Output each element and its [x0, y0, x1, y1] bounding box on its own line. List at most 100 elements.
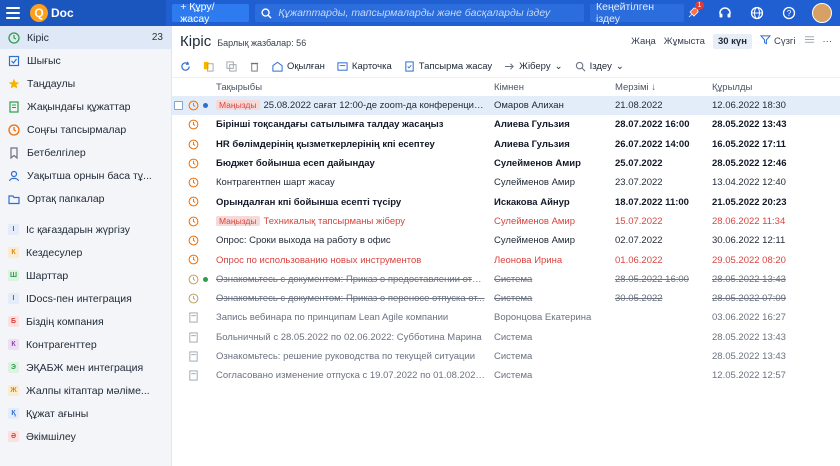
- sidebar-section-item[interactable]: К Контрагенттер: [0, 333, 171, 356]
- table-row[interactable]: Маңызды Техникалық тапсырманы жіберу Сулей…: [172, 212, 840, 231]
- sidebar-item-outbox[interactable]: Шығыс: [0, 49, 171, 72]
- menu-icon[interactable]: [6, 0, 22, 26]
- row-created: 28.05.2022 12:46: [712, 158, 787, 170]
- table-row[interactable]: Больничный с 28.05.2022 по 02.06.2022: С…: [172, 328, 840, 347]
- sidebar-item-inbox[interactable]: Кіріс 23: [0, 26, 171, 49]
- send-button[interactable]: Жіберу ⌄: [504, 61, 563, 72]
- filter-30-days[interactable]: 30 күн: [712, 33, 752, 49]
- create-task-button[interactable]: Тапсырма жасау: [404, 61, 492, 72]
- column-created[interactable]: Құрылды: [712, 81, 753, 93]
- sidebar-item-shared-folders[interactable]: Ортақ папкалар: [0, 187, 171, 210]
- mark-read-button[interactable]: Оқылған: [272, 61, 325, 72]
- avatar[interactable]: [812, 3, 832, 23]
- row-from: Сулейменов Амир: [494, 158, 581, 170]
- sidebar-item-bookmarks[interactable]: Бетбелгілер: [0, 141, 171, 164]
- clock-icon: [188, 177, 199, 188]
- table-row[interactable]: Орындалған кпі бойынша есепті түсіру Иска…: [172, 192, 840, 211]
- row-created: 21.05.2022 20:23: [712, 196, 787, 208]
- app-logo[interactable]: Q Doc: [30, 4, 74, 22]
- sidebar-section-item[interactable]: І Іс қағаздарын жүргізу: [0, 218, 171, 241]
- filter-new[interactable]: Жаңа: [631, 35, 656, 47]
- table-row[interactable]: Бірінші тоқсандағы сатылымға талдау жаса…: [172, 115, 840, 134]
- table-row[interactable]: Опрос: Сроки выхода на работу в офис Суле…: [172, 231, 840, 250]
- sidebar-section-item[interactable]: Э ЭҚАБЖ мен интеграция: [0, 356, 171, 379]
- row-created: 03.06.2022 16:27: [712, 312, 786, 324]
- sidebar-section-label: Контрагенттер: [26, 338, 97, 351]
- row-due: 26.07.2022 14:00: [615, 138, 690, 150]
- column-due[interactable]: Мерзімі ↓: [615, 81, 656, 93]
- logo-text: Doc: [51, 6, 74, 20]
- table-row[interactable]: Маңызды 25.08.2022 сағат 12:00-де zoom-да…: [172, 96, 840, 116]
- sidebar-section-item[interactable]: Ш Шарттар: [0, 264, 171, 287]
- delete-button[interactable]: [249, 61, 260, 72]
- rocket-icon[interactable]: 1: [684, 1, 704, 22]
- sidebar-item-substitute[interactable]: Уақытша орнын баса тұ...: [0, 164, 171, 187]
- duplicate-button[interactable]: [226, 61, 237, 72]
- refresh-button[interactable]: [180, 61, 191, 72]
- table-row[interactable]: Контрагентпен шарт жасау Сулейменов Амир 2…: [172, 173, 840, 192]
- sidebar-section-label: Әкімшілеу: [26, 430, 76, 443]
- copy-icon: [203, 61, 214, 72]
- row-subject: Опрос: Сроки выхода на работу в офис: [216, 235, 486, 246]
- table-row[interactable]: Бюджет бойынша есеп дайындау Сулейменов А…: [172, 154, 840, 173]
- table-row[interactable]: Согласовано изменение отпуска с 19.07.20…: [172, 366, 840, 385]
- sidebar-section-item[interactable]: I IDocs-пен интеграция: [0, 287, 171, 310]
- globe-icon[interactable]: [748, 4, 766, 22]
- search-button[interactable]: Іздеу ⌄: [575, 61, 624, 72]
- sidebar-item-favorites[interactable]: Таңдаулы: [0, 72, 171, 95]
- substitute-icon: [8, 170, 20, 182]
- row-subject-text: Опрос по использованию новых инструменто…: [216, 254, 422, 266]
- sidebar-item-recent-tasks[interactable]: Соңғы тапсырмалар: [0, 118, 171, 141]
- row-subject-text: Ознакомьтесь: решение руководства по тек…: [216, 351, 476, 362]
- table-row[interactable]: Ознакомьтесь с документом: Приказ о пере…: [172, 289, 840, 308]
- card-button[interactable]: Карточка: [337, 61, 392, 72]
- filter-in-work[interactable]: Жұмыста: [663, 35, 705, 47]
- clock-icon: [188, 254, 199, 265]
- row-subject: Бюджет бойынша есеп дайындау: [216, 158, 486, 169]
- sidebar-section-item[interactable]: Ж Жалпы кітаптар мәліме...: [0, 379, 171, 402]
- create-button[interactable]: + Құру/жасау: [172, 1, 250, 25]
- clock-icon: [188, 100, 199, 111]
- row-subject-text: 25.08.2022 сағат 12:00-де zoom-да конфер…: [263, 100, 487, 112]
- table-row[interactable]: Запись вебинара по принципам Lean Agile …: [172, 308, 840, 327]
- clock-icon: [188, 158, 199, 169]
- sidebar-item-recent-docs[interactable]: Жақындағы құжаттар: [0, 95, 171, 118]
- document-icon: [188, 351, 199, 362]
- row-created: 28.06.2022 11:34: [712, 215, 786, 227]
- table-row[interactable]: Ознакомьтесь: решение руководства по тек…: [172, 347, 840, 366]
- row-subject-text: HR бөлімдерінің қызметкерлерінің кпі есе…: [216, 138, 435, 150]
- copy-button[interactable]: [203, 61, 214, 72]
- sidebar-divider: [0, 210, 171, 218]
- table-row[interactable]: Опрос по использованию новых инструменто…: [172, 250, 840, 269]
- section-badge-icon: Э: [8, 362, 19, 373]
- table-row[interactable]: HR бөлімдерінің қызметкерлерінің кпі есе…: [172, 135, 840, 154]
- sidebar-section-item[interactable]: Қ Құжат ағыны: [0, 402, 171, 425]
- row-from: Воронцова Екатерина: [494, 312, 592, 324]
- row-checkbox[interactable]: [174, 101, 183, 111]
- settings-icon[interactable]: [804, 34, 815, 48]
- row-from: Алиева Гульзия: [494, 119, 570, 131]
- row-created: 29.05.2022 08:20: [712, 254, 786, 266]
- column-subject[interactable]: Тақырыбы: [216, 81, 263, 93]
- row-due: 01.06.2022: [615, 254, 663, 266]
- headset-icon[interactable]: [716, 4, 734, 22]
- sidebar-section-item[interactable]: Ә Әкімшілеу: [0, 425, 171, 448]
- column-from[interactable]: Кімнен: [494, 81, 524, 93]
- create-task-label: Тапсырма жасау: [418, 61, 493, 72]
- filter-label: Сүзгі: [773, 35, 796, 47]
- sidebar-section-item[interactable]: Б Біздің компания: [0, 310, 171, 333]
- row-subject-text: Запись вебинара по принципам Lean Agile …: [216, 312, 449, 324]
- help-icon[interactable]: ?: [780, 4, 798, 22]
- sidebar-section-item[interactable]: К Кездесулер: [0, 241, 171, 264]
- send-icon: [504, 61, 515, 72]
- row-from: Искакова Айнур: [494, 196, 570, 208]
- search-input[interactable]: Құжаттарды, тапсырмаларды және басқалард…: [255, 4, 585, 22]
- sidebar-section-label: Іс қағаздарын жүргізу: [26, 223, 130, 236]
- filter-button[interactable]: Сүзгі: [759, 34, 796, 48]
- table-row[interactable]: Ознакомьтесь с документом: Приказ о пред…: [172, 270, 840, 289]
- clock-icon: [188, 196, 199, 207]
- row-due: 21.08.2022: [615, 100, 663, 112]
- row-from: Система: [494, 293, 533, 305]
- advanced-search-button[interactable]: Кеңейтілген іздеу: [590, 1, 684, 25]
- more-icon[interactable]: ···: [822, 35, 833, 47]
